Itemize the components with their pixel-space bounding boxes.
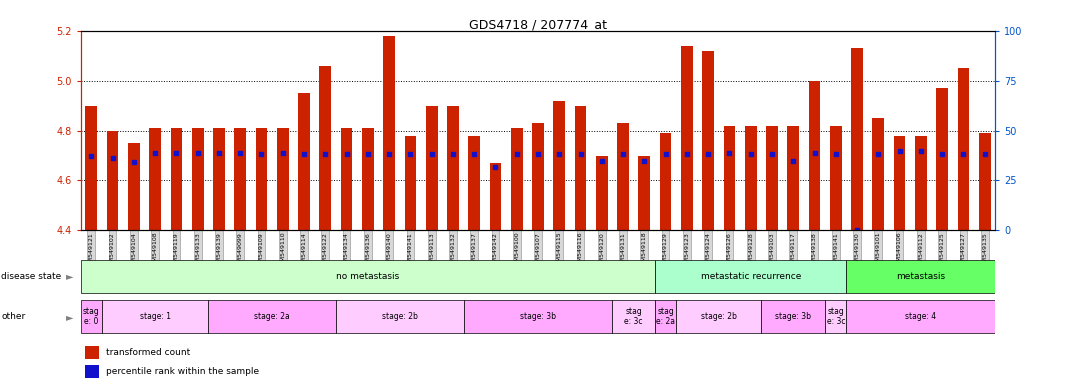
Bar — [618, 123, 629, 230]
Text: no metastasis: no metastasis — [336, 272, 399, 281]
Text: metastatic recurrence: metastatic recurrence — [700, 272, 801, 281]
Bar — [511, 128, 523, 230]
Bar — [213, 128, 225, 230]
Bar — [830, 126, 841, 230]
Bar — [847, 260, 995, 293]
Text: stag
e: 3c: stag e: 3c — [826, 307, 845, 326]
Bar — [596, 156, 608, 230]
Text: metastasis: metastasis — [896, 272, 946, 281]
Bar — [447, 106, 458, 230]
Text: stage: 2a: stage: 2a — [254, 312, 291, 321]
Bar — [809, 81, 820, 230]
Bar — [825, 300, 847, 333]
Bar — [788, 126, 799, 230]
Text: stage: 2b: stage: 2b — [700, 312, 737, 321]
Bar — [336, 300, 464, 333]
Bar — [612, 300, 655, 333]
Bar — [490, 163, 501, 230]
Bar — [468, 136, 480, 230]
Bar — [362, 128, 373, 230]
Bar — [426, 106, 438, 230]
Text: stage: 1: stage: 1 — [140, 312, 171, 321]
Bar — [703, 51, 714, 230]
Bar — [915, 136, 926, 230]
Bar — [655, 260, 847, 293]
Bar — [851, 48, 863, 230]
Bar — [553, 101, 565, 230]
Bar — [533, 123, 543, 230]
Text: percentile rank within the sample: percentile rank within the sample — [107, 367, 259, 376]
Bar — [464, 300, 612, 333]
Text: stage: 3b: stage: 3b — [775, 312, 811, 321]
Bar — [107, 131, 118, 230]
Bar — [81, 260, 655, 293]
Bar — [676, 300, 762, 333]
Text: transformed count: transformed count — [107, 348, 190, 357]
Bar — [958, 68, 969, 230]
Bar — [873, 118, 884, 230]
Bar — [128, 143, 140, 230]
Text: ►: ► — [66, 312, 73, 322]
Bar — [745, 126, 756, 230]
Bar — [81, 300, 102, 333]
Bar — [85, 346, 99, 359]
Bar — [894, 136, 905, 230]
Text: stag
e: 0: stag e: 0 — [83, 307, 100, 326]
Text: disease state: disease state — [1, 272, 61, 281]
Bar — [405, 136, 416, 230]
Text: stage: 4: stage: 4 — [905, 312, 936, 321]
Bar — [723, 126, 735, 230]
Bar — [341, 128, 353, 230]
Bar — [681, 46, 693, 230]
Bar — [383, 36, 395, 230]
Bar — [936, 88, 948, 230]
Text: stag
e: 2a: stag e: 2a — [656, 307, 675, 326]
Bar — [85, 106, 97, 230]
Bar — [660, 133, 671, 230]
Text: other: other — [1, 312, 26, 321]
Bar — [209, 300, 336, 333]
Bar — [277, 128, 288, 230]
Bar — [320, 66, 331, 230]
Bar — [256, 128, 267, 230]
Bar — [85, 365, 99, 378]
Bar — [192, 128, 203, 230]
Bar — [762, 300, 825, 333]
Bar — [655, 300, 676, 333]
Bar — [171, 128, 182, 230]
Bar — [150, 128, 161, 230]
Bar — [766, 126, 778, 230]
Bar — [575, 106, 586, 230]
Bar — [235, 128, 246, 230]
Text: stag
e: 3c: stag e: 3c — [624, 307, 643, 326]
Text: ►: ► — [66, 271, 73, 281]
Bar — [847, 300, 995, 333]
Bar — [979, 133, 991, 230]
Bar — [638, 156, 650, 230]
Bar — [298, 93, 310, 230]
Title: GDS4718 / 207774_at: GDS4718 / 207774_at — [469, 18, 607, 31]
Text: stage: 2b: stage: 2b — [382, 312, 417, 321]
Bar — [102, 300, 209, 333]
Text: stage: 3b: stage: 3b — [520, 312, 556, 321]
